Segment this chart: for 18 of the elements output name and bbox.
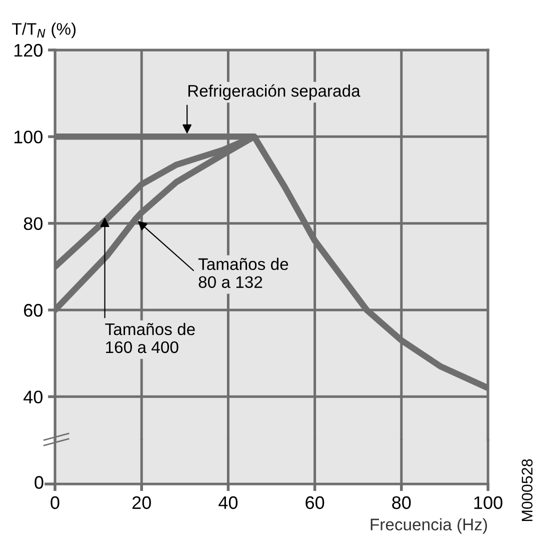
y-tick-label: 40 — [24, 390, 42, 404]
x-tick-label: 80 — [392, 496, 411, 510]
text: 0 — [34, 476, 44, 489]
y-tick-label: 60 — [24, 304, 42, 317]
text: M000528 — [522, 459, 533, 521]
y-tick-label: 100 — [14, 130, 42, 144]
y-axis-title: T/T$_{N}$ (%) — [12, 22, 76, 38]
y-tick-label: 120 — [14, 44, 42, 57]
y-tick-label: 80 — [24, 217, 42, 230]
annotation: Tamaños de 160 a 400 — [105, 322, 195, 354]
annotation: Refrigeración separada — [188, 84, 360, 100]
x-tick-label: 40 — [218, 496, 238, 510]
x-axis-title: Frecuencia (Hz) — [370, 518, 487, 534]
x-tick-label: 20 — [132, 496, 151, 510]
annotation: Tamaños de 80 a 132 — [198, 258, 288, 288]
x-tick-label: 60 — [306, 496, 324, 510]
x-tick-label: 0 — [50, 496, 60, 510]
x-tick-label: 100 — [474, 496, 502, 510]
